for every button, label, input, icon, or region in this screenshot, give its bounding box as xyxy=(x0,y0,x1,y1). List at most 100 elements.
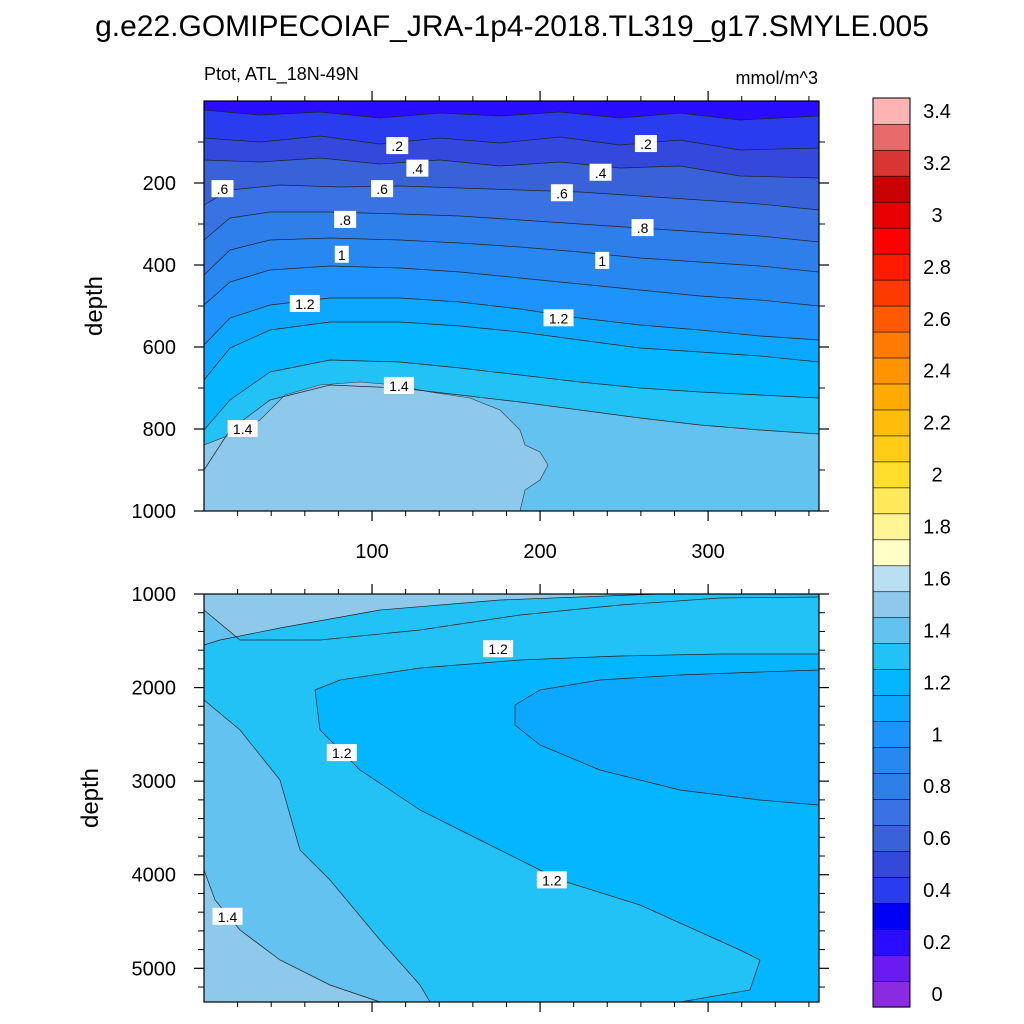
upper-axes: 200 400 600 800 1000 100 200 300 xyxy=(132,91,829,563)
contour-label-box xyxy=(536,871,567,889)
contour-line xyxy=(203,596,820,641)
contour-line xyxy=(314,653,819,691)
contour-line xyxy=(514,669,820,706)
upper-contour-lines xyxy=(203,109,820,471)
colorbar-swatch xyxy=(872,695,911,722)
contour-label: 1.2 xyxy=(295,296,315,312)
contour-line xyxy=(203,184,820,211)
colorbar-swatch xyxy=(872,253,911,281)
contour-label-box xyxy=(386,137,409,155)
lower-plot-frame xyxy=(203,593,820,1003)
colorbar-swatch xyxy=(872,565,911,593)
colorbar-swatch xyxy=(872,772,911,800)
contour-line xyxy=(203,211,820,243)
colorbar-tick-label: 0 xyxy=(931,984,942,1006)
colorbar-tick-label: 2.4 xyxy=(923,361,951,383)
colorbar-swatch xyxy=(872,487,911,515)
chart-title: g.e22.GOMIPECOIAF_JRA-1p4-2018.TL319_g17… xyxy=(95,10,929,43)
colorbar-swatch xyxy=(872,928,911,956)
contour-label: .2 xyxy=(640,136,652,152)
contour-label: 1.4 xyxy=(389,378,409,394)
y-tick-label: 5000 xyxy=(132,958,177,980)
colorbar-swatch xyxy=(872,980,911,1008)
upper-contour-labels: .2 .2 .4 .4 .6 .6 .6 .8 .8 1 1 1.2 1.2 1.4 1.4 xyxy=(211,135,657,437)
contour-line xyxy=(203,157,820,179)
y-tick-label: 2000 xyxy=(132,678,177,700)
colorbar-tick-label: 1.8 xyxy=(923,517,951,539)
contour-label-box xyxy=(227,420,258,437)
colorbar-tick-label: 3 xyxy=(931,205,942,227)
colorbar-swatch xyxy=(872,331,911,359)
contour-fill-band xyxy=(204,101,819,120)
colorbar-swatch xyxy=(872,617,911,645)
lower-contour-labels: 1.2 1.2 1.2 1.4 xyxy=(212,640,567,925)
colorbar-tick-label: 1.6 xyxy=(923,568,951,590)
contour-label: .8 xyxy=(637,220,649,236)
lower-y-axis-title: depth xyxy=(77,768,104,828)
colorbar-swatch xyxy=(872,850,911,878)
contour-label-box xyxy=(406,159,429,177)
colorbar-swatch xyxy=(872,461,911,489)
y-tick-label: 400 xyxy=(143,255,176,277)
contour-line xyxy=(203,297,820,346)
colorbar-tick-label: 2.6 xyxy=(923,309,951,331)
upper-y-axis-title: depth xyxy=(81,276,108,336)
units-label: mmol/m^3 xyxy=(736,68,818,88)
contour-label-box xyxy=(211,180,234,198)
contour-label: .6 xyxy=(376,181,388,197)
contour-label: 1.2 xyxy=(549,310,569,326)
contour-label-box xyxy=(326,744,357,762)
upper-contour-panel: .2 .2 .4 .4 .6 .6 .6 .8 .8 1 1 1.2 1.2 1.4 1.4 200 400 6… xyxy=(81,91,829,563)
colorbar-swatch xyxy=(872,876,911,904)
colorbar: 0 0.2 0.4 0.6 0.8 1 1.2 1.4 1.6 1.8 2 2.2 2.4 2.6 2.8 3… xyxy=(872,97,951,1008)
colorbar-swatch xyxy=(872,669,911,696)
colorbar-swatch xyxy=(872,305,911,333)
colorbar-swatch xyxy=(872,123,911,151)
contour-line xyxy=(203,237,820,276)
colorbar-swatch xyxy=(872,721,911,748)
contour-line xyxy=(514,705,820,806)
contour-label-box xyxy=(634,135,657,153)
contour-label: 1 xyxy=(598,253,606,269)
lower-filled-contours xyxy=(204,594,819,1002)
contour-label: .4 xyxy=(412,161,424,177)
colorbar-tick-label: 0.4 xyxy=(923,880,951,902)
contour-label-box xyxy=(289,294,320,312)
colorbar-swatch xyxy=(872,279,911,307)
colorbar-tick-label: 2.8 xyxy=(923,257,951,279)
contour-line xyxy=(203,321,820,381)
contour-label-box xyxy=(483,640,514,658)
contour-label-box xyxy=(631,219,654,237)
contour-line xyxy=(203,384,820,471)
colorbar-tick-label: 3.2 xyxy=(923,153,951,175)
contour-label: .4 xyxy=(595,165,607,181)
y-tick-label: 800 xyxy=(143,419,176,441)
contour-line xyxy=(203,593,661,646)
colorbar-swatch xyxy=(872,824,911,852)
colorbar-swatch xyxy=(872,357,911,385)
colorbar-swatch xyxy=(872,383,911,411)
contour-line xyxy=(203,359,820,431)
x-tick-label: 300 xyxy=(691,541,724,563)
panel-left-label: Ptot, ATL_18N-49N xyxy=(204,64,359,85)
contour-fill-band xyxy=(204,870,380,1002)
x-tick-label: 100 xyxy=(355,541,388,563)
colorbar-swatch xyxy=(872,97,911,125)
contour-fill-band xyxy=(515,670,819,805)
contour-line xyxy=(203,265,820,307)
y-tick-label: 1000 xyxy=(132,584,177,606)
contour-label: 1.2 xyxy=(332,745,352,761)
contour-label: .2 xyxy=(391,138,403,154)
y-tick-label: 3000 xyxy=(132,771,177,793)
contour-line xyxy=(203,109,820,121)
contour-label-box xyxy=(334,245,349,263)
contour-label: 1.4 xyxy=(233,421,253,437)
y-tick-label: 200 xyxy=(143,173,176,195)
contour-label-box xyxy=(595,251,610,269)
colorbar-tick-label: 0.8 xyxy=(923,776,951,798)
colorbar-tick-label: 1.4 xyxy=(923,620,951,642)
colorbar-swatch xyxy=(872,513,911,541)
y-tick-label: 600 xyxy=(143,337,176,359)
colorbar-swatch xyxy=(872,175,911,203)
